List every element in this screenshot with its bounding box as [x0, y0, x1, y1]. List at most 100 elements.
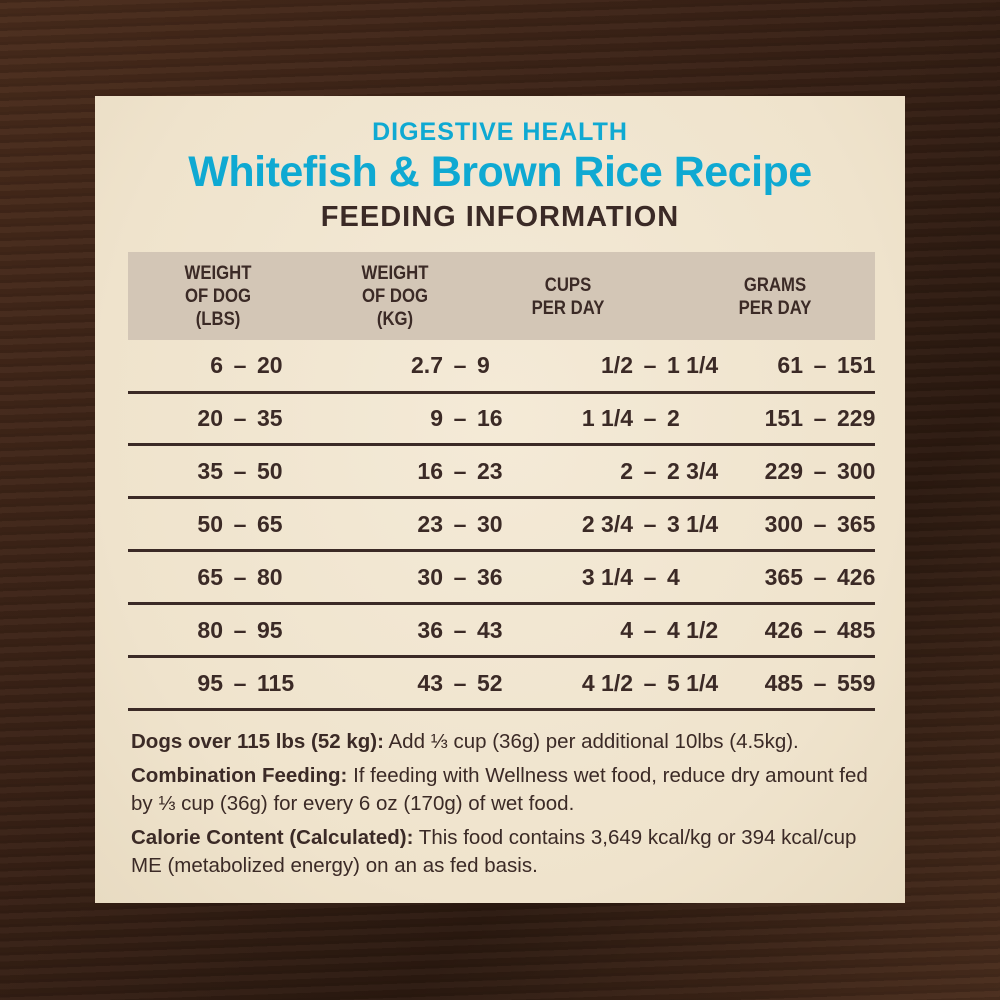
table-row: 65–80 30–36 3 1/4–4 365–426 [128, 552, 875, 605]
range-max: 365 [837, 511, 876, 537]
cell-cups: 4 1/2–5 1/4 [483, 670, 757, 698]
section-title: FEEDING INFORMATION [320, 201, 680, 233]
cell-kg: 9–16 [333, 405, 537, 433]
range-min: 80 [197, 617, 223, 643]
cell-cups: 1/2–1 1/4 [483, 352, 757, 380]
range-max: 9 [477, 352, 490, 378]
range-min: 229 [764, 458, 803, 484]
range-dash: – [233, 405, 247, 431]
range-min: 2.7 [411, 352, 443, 378]
range-dash: – [233, 511, 247, 537]
cell-kg: 43–52 [333, 670, 537, 698]
cell-cups: 4–4 1/2 [483, 617, 757, 645]
cell-lbs: 35–50 [163, 458, 307, 486]
range-dash: – [643, 511, 657, 537]
cell-grams: 300–365 [713, 511, 907, 539]
range-dash: – [453, 670, 467, 696]
cell-lbs: 65–80 [163, 564, 307, 592]
cell-kg: 16–23 [333, 458, 537, 486]
cell-lbs: 80–95 [163, 617, 307, 645]
column-header-kg: WEIGHT OF DOG (KG) [361, 263, 429, 330]
cell-kg: 2.7–9 [333, 352, 537, 380]
range-dash: – [453, 352, 467, 378]
range-min: 365 [764, 564, 803, 590]
cell-cups: 2–2 3/4 [483, 458, 757, 486]
range-max: 559 [837, 670, 876, 696]
range-min: 50 [197, 511, 223, 537]
cell-cups: 3 1/4–4 [483, 564, 757, 592]
range-min: 1/2 [601, 352, 633, 378]
range-dash: – [453, 617, 467, 643]
range-max: 5 1/4 [667, 670, 719, 696]
range-dash: – [643, 458, 657, 484]
cell-kg: 30–36 [333, 564, 537, 592]
range-dash: – [813, 564, 827, 590]
note-large-dogs: Dogs over 115 lbs (52 kg): Add ⅓ cup (36… [131, 730, 799, 753]
cell-kg: 36–43 [333, 617, 537, 645]
range-min: 3 1/4 [581, 564, 633, 590]
range-max: 2 [667, 405, 680, 431]
range-max: 485 [837, 617, 876, 643]
range-dash: – [643, 352, 657, 378]
range-min: 16 [417, 458, 443, 484]
range-max: 4 1/2 [667, 617, 719, 643]
cell-grams: 485–559 [713, 670, 907, 698]
range-max: 36 [477, 564, 503, 590]
range-dash: – [643, 670, 657, 696]
cell-grams: 426–485 [713, 617, 907, 645]
range-min: 1 1/4 [581, 405, 633, 431]
table-row: 35–50 16–23 2–2 3/4 229–300 [128, 446, 875, 499]
range-dash: – [643, 617, 657, 643]
range-max: 115 [257, 670, 295, 696]
range-dash: – [233, 564, 247, 590]
range-min: 426 [764, 617, 803, 643]
range-dash: – [813, 670, 827, 696]
range-max: 1 1/4 [667, 352, 719, 378]
range-dash: – [453, 458, 467, 484]
table-row: 6–20 2.7–9 1/2–1 1/4 61–151 [128, 340, 875, 394]
range-dash: – [233, 458, 247, 484]
table-row: 50–65 23–30 2 3/4–3 1/4 300–365 [128, 499, 875, 552]
range-max: 3 1/4 [667, 511, 719, 537]
range-dash: – [813, 458, 827, 484]
range-max: 23 [477, 458, 503, 484]
range-min: 9 [430, 405, 443, 431]
range-min: 95 [197, 670, 223, 696]
range-dash: – [813, 352, 827, 378]
note-combination-feeding: Combination Feeding: If feeding with Wel… [131, 764, 868, 815]
product-line: DIGESTIVE HEALTH [372, 118, 628, 146]
range-max: 16 [477, 405, 503, 431]
range-min: 65 [197, 564, 223, 590]
range-max: 300 [837, 458, 876, 484]
range-dash: – [233, 352, 247, 378]
column-header-cups: CUPS PER DAY [531, 275, 605, 319]
range-min: 6 [210, 352, 223, 378]
cell-grams: 365–426 [713, 564, 907, 592]
range-min: 151 [764, 405, 803, 431]
range-dash: – [813, 617, 827, 643]
range-max: 95 [257, 617, 283, 643]
range-max: 65 [257, 511, 283, 537]
cell-kg: 23–30 [333, 511, 537, 539]
feeding-notes: Dogs over 115 lbs (52 kg): Add ⅓ cup (36… [131, 728, 881, 886]
range-dash: – [813, 405, 827, 431]
cell-lbs: 50–65 [163, 511, 307, 539]
range-max: 50 [257, 458, 283, 484]
cell-cups: 2 3/4–3 1/4 [483, 511, 757, 539]
range-min: 20 [197, 405, 223, 431]
range-max: 80 [257, 564, 283, 590]
cell-lbs: 6–20 [163, 352, 307, 380]
range-max: 229 [837, 405, 876, 431]
table-row: 95–115 43–52 4 1/2–5 1/4 485–559 [128, 658, 875, 711]
range-min: 23 [417, 511, 443, 537]
range-min: 4 1/2 [581, 670, 633, 696]
range-max: 30 [477, 511, 503, 537]
range-min: 4 [620, 617, 633, 643]
range-dash: – [643, 405, 657, 431]
range-max: 43 [477, 617, 503, 643]
range-dash: – [813, 511, 827, 537]
range-max: 52 [477, 670, 503, 696]
range-min: 485 [764, 670, 803, 696]
range-dash: – [453, 564, 467, 590]
table-row: 80–95 36–43 4–4 1/2 426–485 [128, 605, 875, 658]
